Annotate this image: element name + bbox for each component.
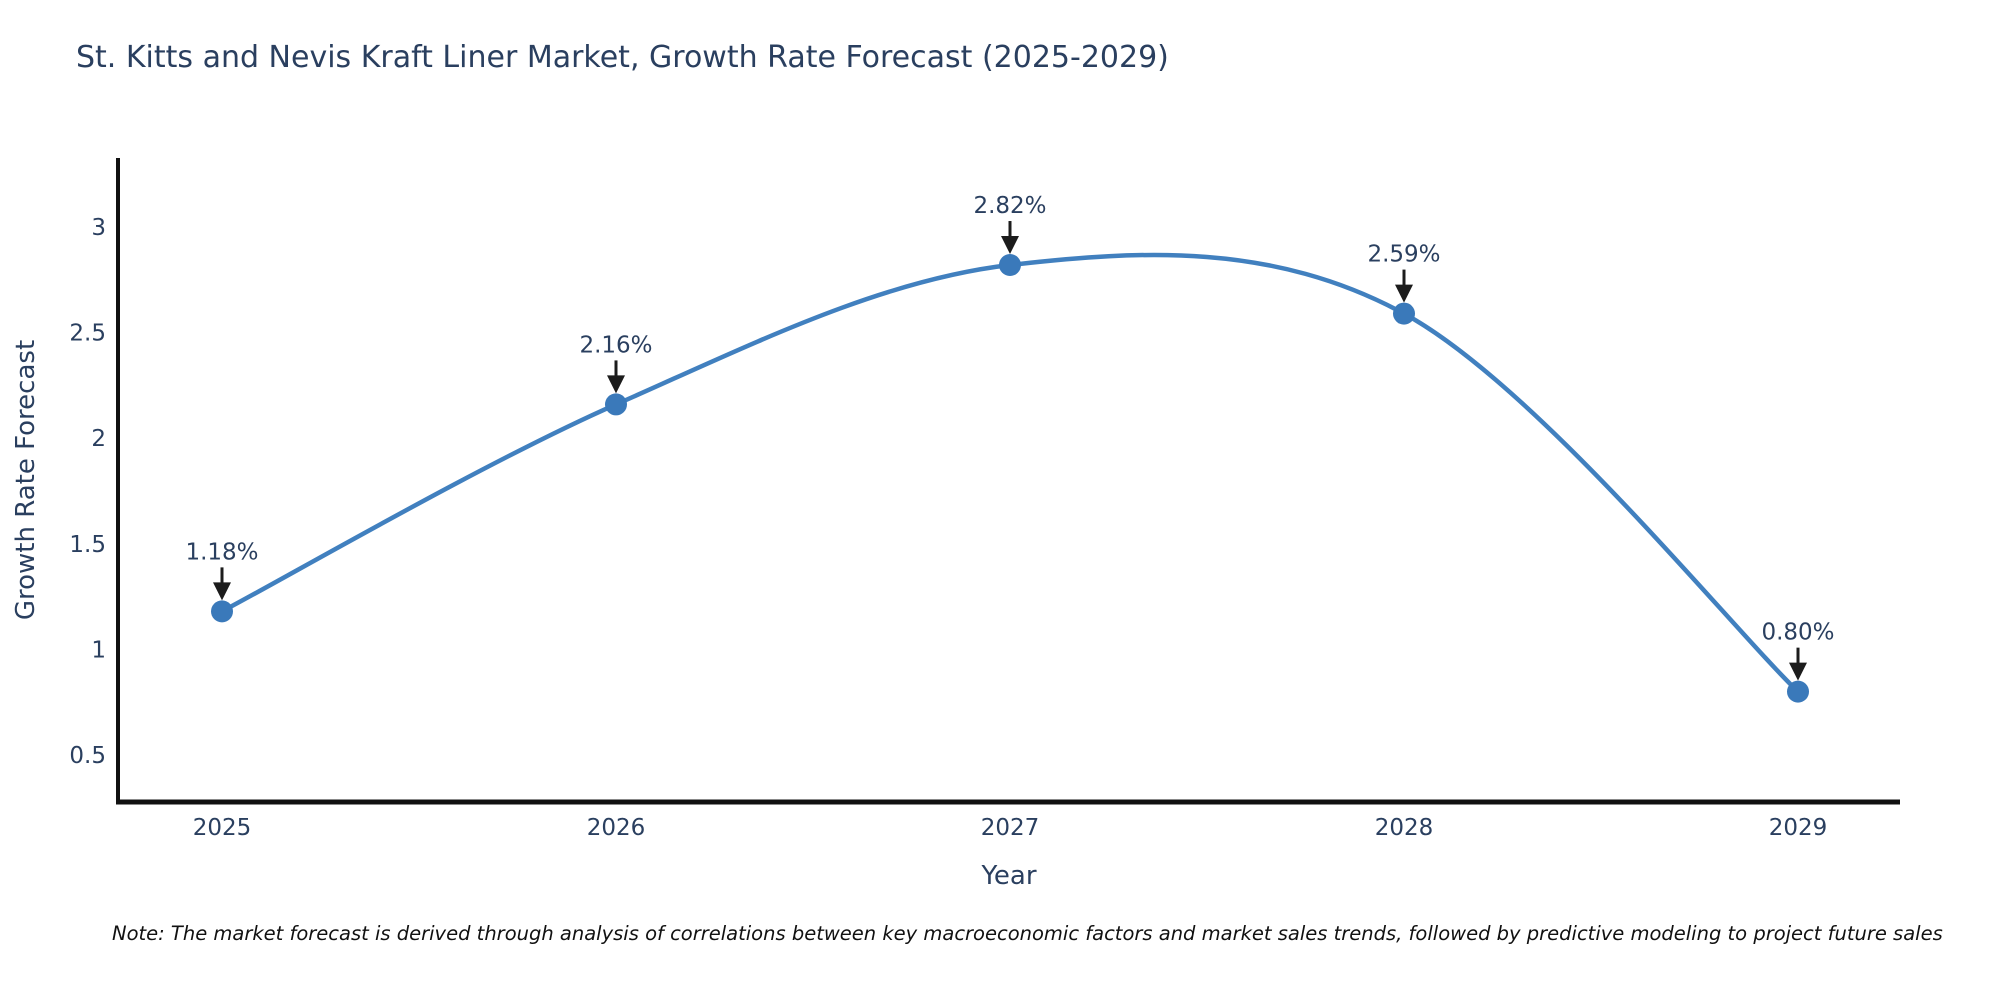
- annotation-arrow-head: [1395, 284, 1413, 303]
- y-axis-title: Growth Rate Forecast: [11, 340, 41, 620]
- annotation-arrow-head: [607, 375, 625, 394]
- x-tick-label: 2025: [193, 815, 252, 841]
- x-axis-title: Year: [980, 861, 1036, 891]
- chart-title: St. Kitts and Nevis Kraft Liner Market, …: [76, 40, 1169, 75]
- annotation-arrow-head: [213, 582, 231, 601]
- data-point-marker: [1393, 302, 1415, 325]
- data-point-marker: [211, 600, 233, 623]
- data-point-marker: [605, 393, 627, 416]
- x-tick-label: 2026: [587, 815, 646, 841]
- point-annotation: 0.80%: [1761, 620, 1834, 646]
- footnote: Note: The market forecast is derived thr…: [112, 922, 1943, 945]
- y-tick-label: 1: [91, 637, 106, 663]
- y-tick-label: 0.5: [69, 743, 106, 769]
- x-tick-label: 2029: [1769, 815, 1828, 841]
- point-annotation: 2.82%: [973, 193, 1046, 219]
- x-tick-label: 2027: [981, 815, 1040, 841]
- y-tick-label: 3: [91, 215, 106, 241]
- y-tick-label: 2: [91, 426, 106, 452]
- y-tick-label: 1.5: [69, 532, 106, 558]
- point-annotation: 2.59%: [1367, 242, 1440, 268]
- annotation-arrow-head: [1789, 662, 1807, 681]
- point-annotation: 1.18%: [185, 539, 258, 565]
- data-point-marker: [999, 254, 1021, 277]
- point-annotation: 2.16%: [579, 332, 652, 358]
- y-tick-label: 2.5: [69, 321, 106, 347]
- x-tick-label: 2028: [1375, 815, 1434, 841]
- data-point-marker: [1787, 680, 1809, 703]
- trend-line: [219, 252, 1801, 694]
- annotation-arrow-head: [1001, 236, 1019, 255]
